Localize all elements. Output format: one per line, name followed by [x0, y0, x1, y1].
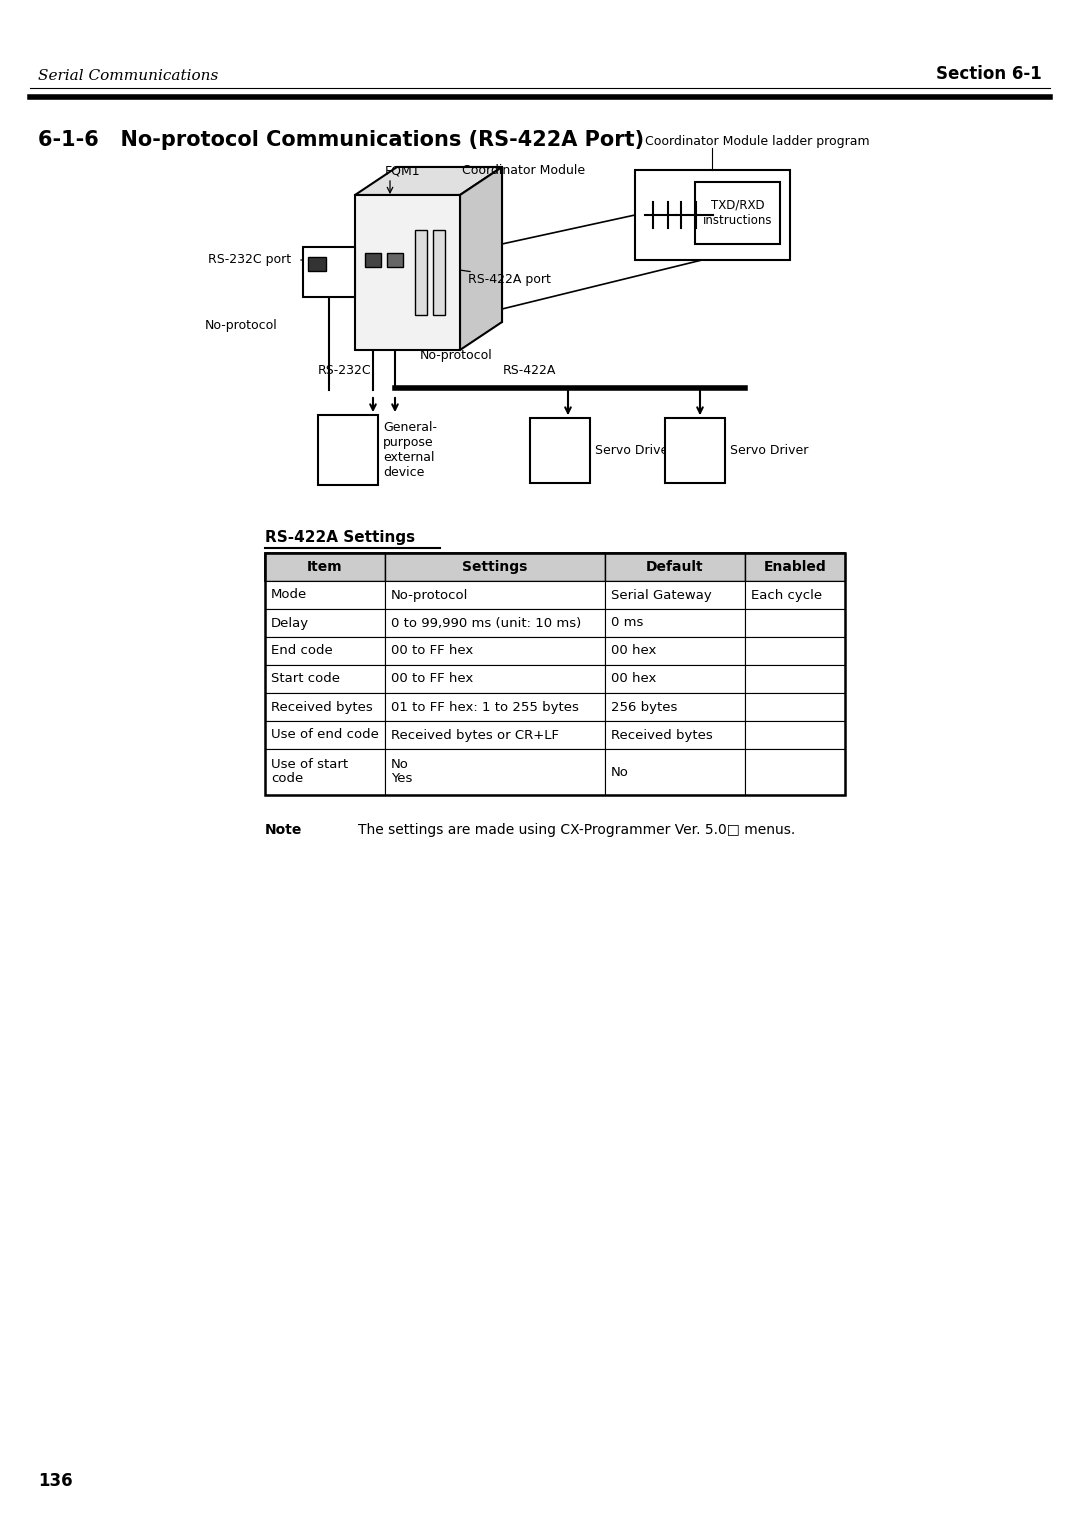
Bar: [605, 581, 745, 610]
Bar: [384, 721, 605, 749]
Text: 01 to FF hex: 1 to 255 bytes: 01 to FF hex: 1 to 255 bytes: [391, 700, 579, 714]
Bar: [605, 721, 745, 749]
Bar: [745, 749, 845, 795]
Text: Serial Communications: Serial Communications: [38, 69, 218, 83]
Polygon shape: [460, 167, 502, 350]
Text: RS-422A port: RS-422A port: [468, 274, 551, 287]
Bar: [265, 749, 384, 795]
Bar: [415, 231, 427, 315]
Text: FQM1: FQM1: [384, 163, 420, 177]
Bar: [384, 610, 605, 637]
Text: No: No: [391, 758, 409, 772]
Text: Each cycle: Each cycle: [751, 588, 822, 602]
Bar: [696, 182, 780, 244]
Text: Yes: Yes: [391, 773, 413, 785]
Bar: [635, 170, 789, 260]
Bar: [605, 553, 745, 581]
Bar: [665, 419, 725, 483]
Bar: [745, 721, 845, 749]
Text: Servo Driver: Servo Driver: [595, 445, 673, 457]
Bar: [384, 637, 605, 665]
Text: Enabled: Enabled: [764, 559, 826, 575]
Bar: [745, 694, 845, 721]
Bar: [265, 553, 845, 795]
Text: 136: 136: [38, 1471, 72, 1490]
Bar: [265, 721, 384, 749]
Bar: [265, 637, 384, 665]
Bar: [265, 665, 384, 694]
Text: RS-422A Settings: RS-422A Settings: [265, 530, 415, 545]
Bar: [355, 196, 460, 350]
Bar: [745, 665, 845, 694]
Bar: [265, 553, 845, 581]
Bar: [745, 553, 845, 581]
Bar: [308, 257, 326, 270]
Bar: [745, 581, 845, 610]
Text: Default: Default: [646, 559, 704, 575]
Text: Note: Note: [265, 824, 302, 837]
Bar: [384, 749, 605, 795]
Text: The settings are made using CX-Programmer Ver. 5.0□ menus.: The settings are made using CX-Programme…: [357, 824, 795, 837]
Bar: [384, 694, 605, 721]
Text: 0 to 99,990 ms (unit: 10 ms): 0 to 99,990 ms (unit: 10 ms): [391, 616, 581, 630]
Text: No-protocol: No-protocol: [205, 318, 278, 332]
Bar: [303, 248, 355, 296]
Text: Item: Item: [307, 559, 342, 575]
Bar: [530, 419, 590, 483]
Bar: [384, 665, 605, 694]
Bar: [605, 610, 745, 637]
Text: 00 hex: 00 hex: [611, 645, 657, 657]
Text: 00 hex: 00 hex: [611, 672, 657, 686]
Bar: [387, 254, 403, 267]
Text: RS-232C: RS-232C: [318, 364, 372, 376]
Text: Received bytes: Received bytes: [611, 729, 713, 741]
Polygon shape: [397, 167, 502, 322]
Bar: [433, 231, 445, 315]
Text: Start code: Start code: [271, 672, 340, 686]
Text: Use of end code: Use of end code: [271, 729, 379, 741]
Text: Section 6-1: Section 6-1: [936, 66, 1042, 83]
Text: Mode: Mode: [271, 588, 307, 602]
Text: Delay: Delay: [271, 616, 309, 630]
Polygon shape: [355, 167, 502, 196]
Text: RS-422A: RS-422A: [503, 364, 556, 376]
Text: RS-232C port: RS-232C port: [208, 254, 292, 266]
Text: 256 bytes: 256 bytes: [611, 700, 677, 714]
Text: Servo Driver: Servo Driver: [730, 445, 808, 457]
Text: End code: End code: [271, 645, 333, 657]
Text: Coordinator Module: Coordinator Module: [462, 163, 585, 177]
Text: No-protocol: No-protocol: [391, 588, 469, 602]
Text: 00 to FF hex: 00 to FF hex: [391, 672, 473, 686]
Bar: [265, 610, 384, 637]
Bar: [605, 694, 745, 721]
Text: Received bytes or CR+LF: Received bytes or CR+LF: [391, 729, 559, 741]
Text: 00 to FF hex: 00 to FF hex: [391, 645, 473, 657]
Bar: [265, 581, 384, 610]
Bar: [384, 553, 605, 581]
Bar: [318, 416, 378, 484]
Text: 6-1-6   No-protocol Communications (RS-422A Port): 6-1-6 No-protocol Communications (RS-422…: [38, 130, 644, 150]
Text: Settings: Settings: [462, 559, 528, 575]
Text: TXD/RXD
instructions: TXD/RXD instructions: [703, 199, 772, 228]
Bar: [605, 665, 745, 694]
Text: Coordinator Module ladder program: Coordinator Module ladder program: [645, 134, 869, 148]
Text: code: code: [271, 773, 303, 785]
Text: No: No: [611, 766, 629, 778]
Bar: [605, 637, 745, 665]
Text: Received bytes: Received bytes: [271, 700, 373, 714]
Bar: [265, 553, 384, 581]
Text: Serial Gateway: Serial Gateway: [611, 588, 712, 602]
Bar: [605, 749, 745, 795]
Text: 0 ms: 0 ms: [611, 616, 644, 630]
Bar: [745, 637, 845, 665]
Bar: [384, 581, 605, 610]
Bar: [265, 694, 384, 721]
Text: No-protocol: No-protocol: [420, 348, 492, 362]
Text: General-
purpose
external
device: General- purpose external device: [383, 422, 437, 478]
Bar: [365, 254, 381, 267]
Bar: [745, 610, 845, 637]
Text: Use of start: Use of start: [271, 758, 348, 772]
